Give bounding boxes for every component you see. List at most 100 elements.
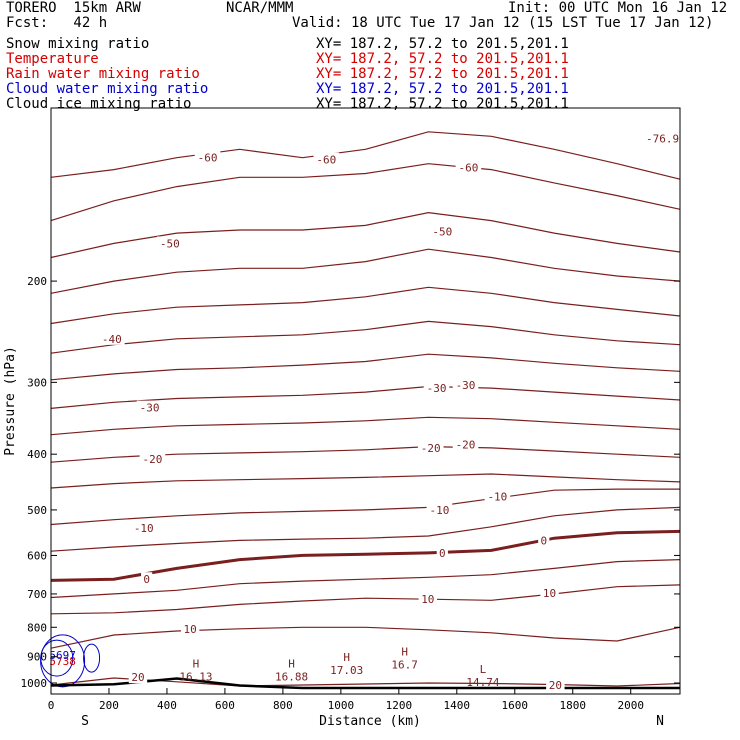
terrain [50, 677, 680, 690]
x-tick-label: 400 [157, 699, 177, 712]
contour-label-bg [128, 670, 148, 684]
contour-label: 10 [421, 593, 434, 606]
contour-label: -50 [160, 237, 180, 250]
x-axis-label: Distance (km) [319, 714, 421, 729]
contour-label: -10 [487, 491, 507, 504]
contour-label: -76.9 [646, 133, 679, 146]
center-title: NCAR/MMM [226, 0, 294, 16]
y-tick-label: 1000 [21, 677, 48, 690]
contour-label: 20 [549, 679, 562, 692]
temperature-contour-0 [50, 529, 681, 582]
init-time: Init: 00 UTC Mon 16 Jan 12 [508, 0, 728, 16]
temperature-contour--60 [50, 163, 681, 222]
temperature-contour-5 [50, 559, 681, 599]
legend-snow-xy: XY= 187.2, 57.2 to 201.5,201.1 [316, 36, 569, 52]
temperature-contour--10 [50, 488, 680, 526]
cloud-water-contour-1 [40, 634, 86, 688]
legend-cloud-water: Cloud water mixing ratio [6, 81, 209, 97]
extremum-letter: H [401, 645, 408, 658]
legend-cloud-water-xy: XY= 187.2, 57.2 to 201.5,201.1 [316, 81, 569, 97]
legend-rain-xy: XY= 187.2, 57.2 to 201.5,201.1 [316, 66, 569, 82]
contour-label-bg [540, 585, 559, 599]
contour-label-bg [642, 131, 683, 145]
contour-label-bg [452, 377, 479, 391]
temperature-contour--55 [50, 211, 681, 259]
contour-label: -30 [456, 379, 476, 392]
temperature-contour--5 [50, 506, 681, 552]
contour-label: 10 [184, 623, 197, 636]
contour-label-bg [426, 502, 453, 516]
x-tick-label: 0 [48, 699, 55, 712]
contour-label: -20 [456, 439, 476, 452]
extremum-letter: H [288, 658, 295, 671]
extremum-value: 16.7 [391, 658, 418, 671]
extremum-letter: H [193, 658, 200, 671]
x-end-label-south: S [81, 714, 89, 729]
y-tick-label: 300 [27, 376, 47, 389]
terrain-line [50, 677, 680, 690]
temperature-contour--35 [50, 353, 681, 381]
contour-label-bg [538, 533, 550, 547]
model-title: TORERO 15km ARW [6, 0, 141, 16]
contour-label: -60 [198, 152, 218, 165]
y-tick-label: 700 [27, 588, 47, 601]
legend-snow: Snow mixing ratio [6, 36, 150, 52]
temperature-contour-10b [50, 626, 681, 649]
x-tick-label: 1600 [502, 699, 529, 712]
legend-rain: Rain water mixing ratio [6, 66, 200, 82]
y-tick-label: 900 [27, 651, 47, 664]
cloud-label: 5738 [49, 655, 76, 668]
x-tick-label: 600 [215, 699, 235, 712]
contour-label-bg [99, 331, 125, 345]
contour-label: -60 [458, 162, 478, 175]
contour-label-bg [157, 236, 183, 250]
y-tick-label: 200 [27, 275, 47, 288]
x-tick-label: 1000 [328, 699, 355, 712]
contour-label: -30 [140, 402, 160, 415]
contour-label: -40 [102, 333, 122, 346]
contour-label: -10 [429, 504, 449, 517]
x-tick-label: 1200 [386, 699, 413, 712]
y-tick-label: 600 [27, 549, 47, 562]
extremum-value: 14.74 [466, 676, 499, 689]
contour-label-bg [141, 572, 153, 586]
y-tick-label: 500 [27, 504, 47, 517]
temperature-contour--60a [50, 131, 681, 180]
contour-label: -20 [421, 442, 441, 455]
extremum-letter: L [480, 663, 487, 676]
extremum-value: 17.03 [330, 664, 363, 677]
forecast-hour: Fcst: 42 h [6, 15, 108, 31]
contour-label: 0 [439, 547, 446, 560]
contour-label-bg [418, 591, 438, 605]
extremum-value: 16.13 [179, 671, 212, 684]
x-end-label-north: N [656, 714, 664, 729]
x-tick-label: 200 [99, 699, 119, 712]
contour-label-bg [194, 150, 221, 164]
y-tick-label: 400 [27, 448, 47, 461]
temperature-contour--25 [50, 416, 681, 436]
contour-label-bg [313, 152, 340, 166]
axes: 0 200 400 600 800 1000 1200 1400 1600 1800 2000200… [21, 275, 680, 712]
temperature-contour--45 [50, 286, 681, 325]
contour-label: 0 [143, 573, 150, 586]
extremum-letter: H [343, 651, 350, 664]
temperature-contour--40 [50, 320, 681, 354]
contour-label-bg [139, 452, 166, 466]
contour-label-bg [436, 545, 448, 559]
x-tick-label: 1800 [560, 699, 587, 712]
cloud-water-contours [40, 634, 101, 688]
contour-label: -60 [316, 154, 336, 167]
contour-label-bg [452, 437, 479, 451]
legend-temperature: Temperature [6, 51, 99, 67]
legend-temperature-xy: XY= 187.2, 57.2 to 201.5,201.1 [316, 51, 569, 67]
contour-label: -30 [427, 382, 447, 395]
temperature-contour--50 [50, 248, 681, 294]
contour-label-bg [423, 381, 450, 395]
x-tick-label: 800 [273, 699, 293, 712]
contour-label-bg [484, 489, 511, 503]
valid-time: Valid: 18 UTC Tue 17 Jan 12 (15 LST Tue … [292, 15, 714, 31]
contour-label-bg [429, 224, 456, 238]
temperature-contour--30 [50, 385, 681, 409]
contour-label: -10 [134, 522, 154, 535]
x-tick-label: 2000 [617, 699, 644, 712]
